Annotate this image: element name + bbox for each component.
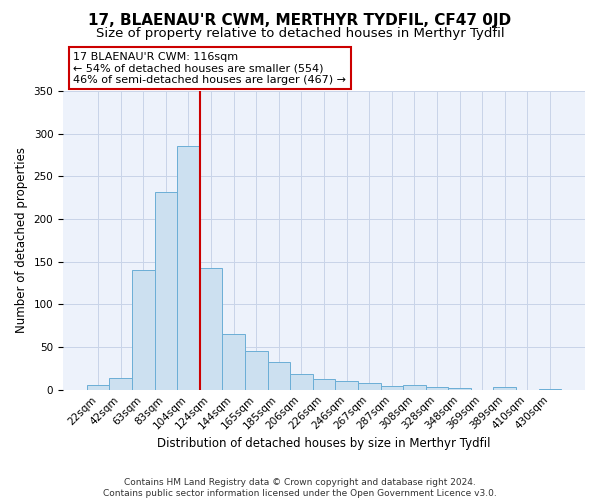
Bar [223, 334, 245, 390]
Bar [268, 362, 290, 390]
Bar [448, 388, 471, 390]
Bar [200, 268, 223, 390]
Bar [132, 270, 155, 390]
Bar [313, 378, 335, 390]
Text: 17, BLAENAU'R CWM, MERTHYR TYDFIL, CF47 0JD: 17, BLAENAU'R CWM, MERTHYR TYDFIL, CF47 … [88, 12, 512, 28]
Text: 17 BLAENAU'R CWM: 116sqm
← 54% of detached houses are smaller (554)
46% of semi-: 17 BLAENAU'R CWM: 116sqm ← 54% of detach… [73, 52, 346, 85]
Bar [109, 378, 132, 390]
Y-axis label: Number of detached properties: Number of detached properties [15, 148, 28, 334]
Text: Contains HM Land Registry data © Crown copyright and database right 2024.
Contai: Contains HM Land Registry data © Crown c… [103, 478, 497, 498]
Bar [335, 381, 358, 390]
Bar [358, 383, 380, 390]
Bar [245, 352, 268, 390]
Bar [177, 146, 200, 390]
Bar [87, 386, 109, 390]
Text: Size of property relative to detached houses in Merthyr Tydfil: Size of property relative to detached ho… [95, 28, 505, 40]
X-axis label: Distribution of detached houses by size in Merthyr Tydfil: Distribution of detached houses by size … [157, 437, 491, 450]
Bar [425, 387, 448, 390]
Bar [403, 386, 425, 390]
Bar [155, 192, 177, 390]
Bar [290, 374, 313, 390]
Bar [539, 389, 561, 390]
Bar [493, 387, 516, 390]
Bar [380, 386, 403, 390]
